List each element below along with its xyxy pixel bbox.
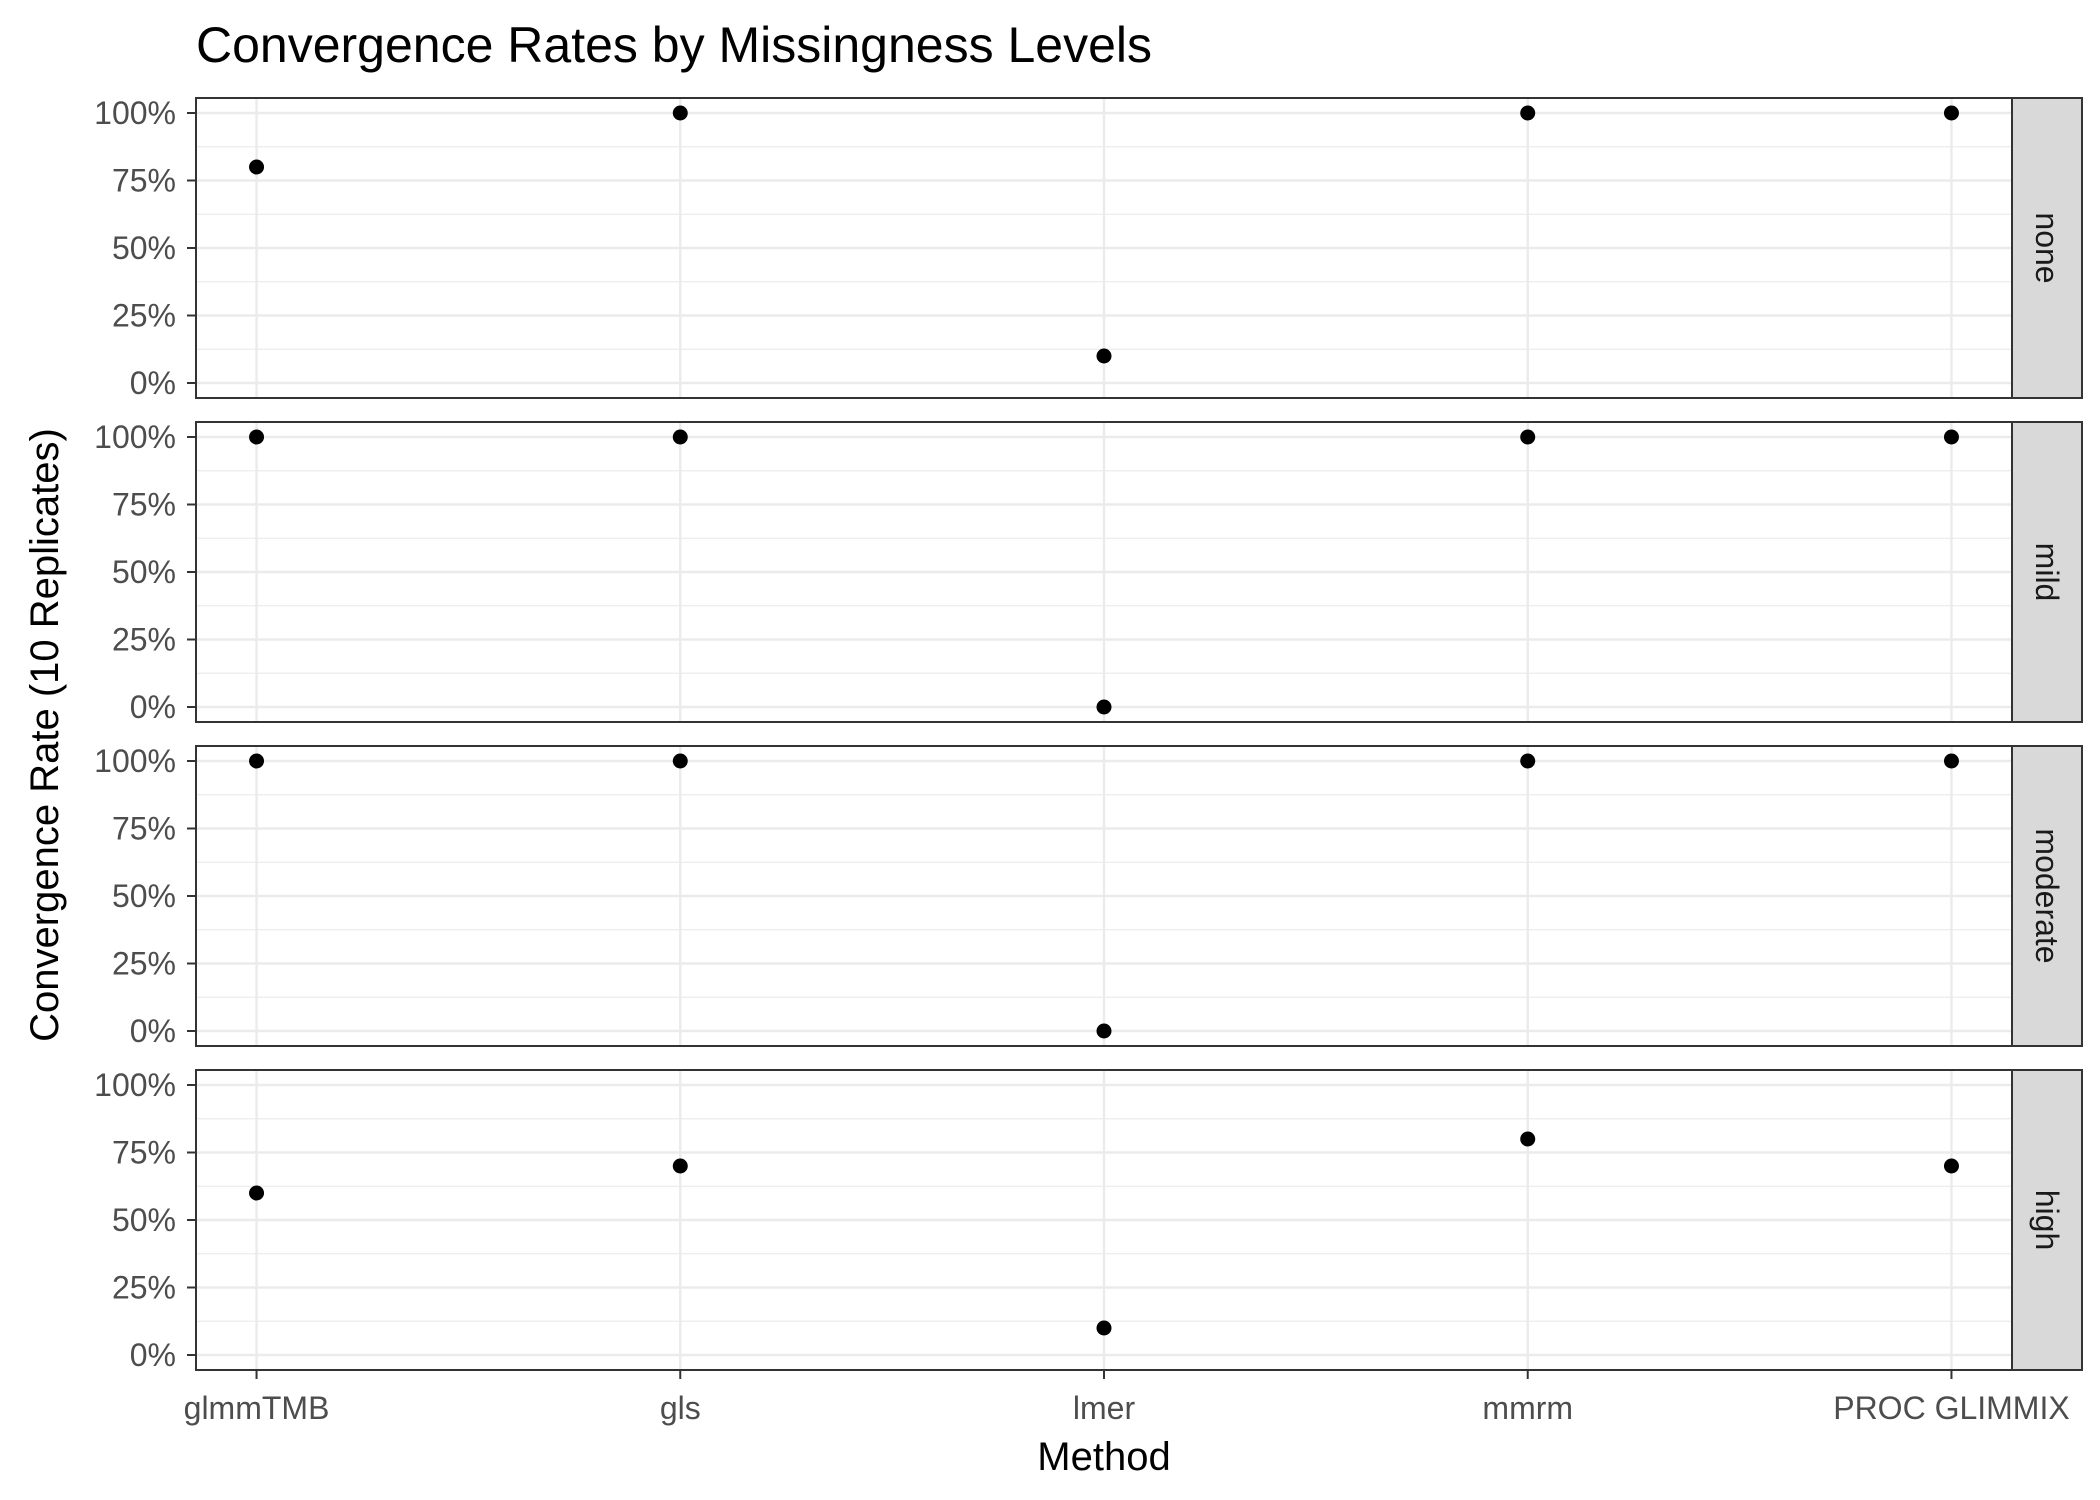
- data-point-lmer: [1096, 699, 1112, 715]
- x-tick-label: lmer: [1073, 1390, 1136, 1426]
- y-tick-label: 25%: [112, 298, 176, 334]
- y-tick-label: 100%: [94, 743, 176, 779]
- facet-panel-moderate: 0% 25% 50% 75% 100% moderate: [94, 743, 2083, 1049]
- x-axis-title: Method: [1037, 1435, 1170, 1479]
- y-tick-label: 100%: [94, 1067, 176, 1103]
- data-point-proc-glimmix: [1943, 1158, 1959, 1174]
- facet-strip: [2011, 745, 2083, 1047]
- data-point-glmmtmb: [249, 429, 265, 445]
- y-tick-label: 0%: [130, 1337, 176, 1373]
- facet-panel-none: 0% 25% 50% 75% 100% none: [94, 95, 2083, 401]
- y-tick-label: 0%: [130, 1013, 176, 1049]
- data-point-gls: [672, 429, 688, 445]
- y-tick-label: 75%: [112, 811, 176, 847]
- data-point-glmmtmb: [249, 159, 265, 175]
- y-tick-label: 25%: [112, 622, 176, 658]
- y-tick-label: 50%: [112, 230, 176, 266]
- data-point-glmmtmb: [249, 753, 265, 769]
- data-point-lmer: [1096, 348, 1112, 364]
- y-tick-label: 25%: [112, 946, 176, 982]
- x-tick-label: glmmTMB: [184, 1390, 330, 1426]
- x-tick-label: PROC GLIMMIX: [1833, 1390, 2069, 1426]
- y-tick-label: 75%: [112, 1135, 176, 1171]
- y-tick-label: 100%: [94, 419, 176, 455]
- y-tick-label: 50%: [112, 878, 176, 914]
- facet-strip: [2011, 1069, 2083, 1371]
- y-tick-label: 75%: [112, 487, 176, 523]
- data-point-gls: [672, 1158, 688, 1174]
- x-axis-ticks: glmmTMB gls lmer mmrm PROC GLIMMIX: [184, 1370, 2070, 1426]
- y-tick-label: 0%: [130, 689, 176, 725]
- x-tick-label: gls: [660, 1390, 701, 1426]
- data-point-mmrm: [1520, 753, 1536, 769]
- x-tick-label: mmrm: [1482, 1390, 1573, 1426]
- data-point-proc-glimmix: [1943, 105, 1959, 121]
- data-point-mmrm: [1520, 429, 1536, 445]
- data-point-glmmtmb: [249, 1185, 265, 1201]
- facet-strip-label: moderate: [2029, 828, 2065, 963]
- data-point-gls: [672, 105, 688, 121]
- facet-strip-label: mild: [2029, 543, 2065, 602]
- chart-title: Convergence Rates by Missingness Levels: [196, 17, 1152, 73]
- facet-panels: 0%25%50%75%100%none0%25%50%75%100%mild0%…: [94, 95, 2083, 1373]
- facet-strip-label: high: [2029, 1190, 2065, 1251]
- data-point-proc-glimmix: [1943, 753, 1959, 769]
- data-point-lmer: [1096, 1023, 1112, 1039]
- data-point-lmer: [1096, 1320, 1112, 1336]
- y-axis-title: Convergence Rate (10 Replicates): [23, 428, 67, 1042]
- y-tick-label: 0%: [130, 365, 176, 401]
- facet-panel-mild: 0% 25% 50% 75% 100% mild: [94, 419, 2083, 725]
- facet-panel-high: 0% 25% 50% 75% 100% high: [94, 1067, 2083, 1373]
- y-tick-label: 50%: [112, 554, 176, 590]
- y-tick-label: 25%: [112, 1270, 176, 1306]
- y-tick-label: 75%: [112, 163, 176, 199]
- facet-strip: [2011, 97, 2083, 399]
- facet-strip: [2011, 421, 2083, 723]
- y-tick-label: 100%: [94, 95, 176, 131]
- data-point-proc-glimmix: [1943, 429, 1959, 445]
- data-point-mmrm: [1520, 1131, 1536, 1147]
- data-point-mmrm: [1520, 105, 1536, 121]
- y-tick-label: 50%: [112, 1202, 176, 1238]
- facet-strip-label: none: [2029, 212, 2065, 283]
- data-point-gls: [672, 753, 688, 769]
